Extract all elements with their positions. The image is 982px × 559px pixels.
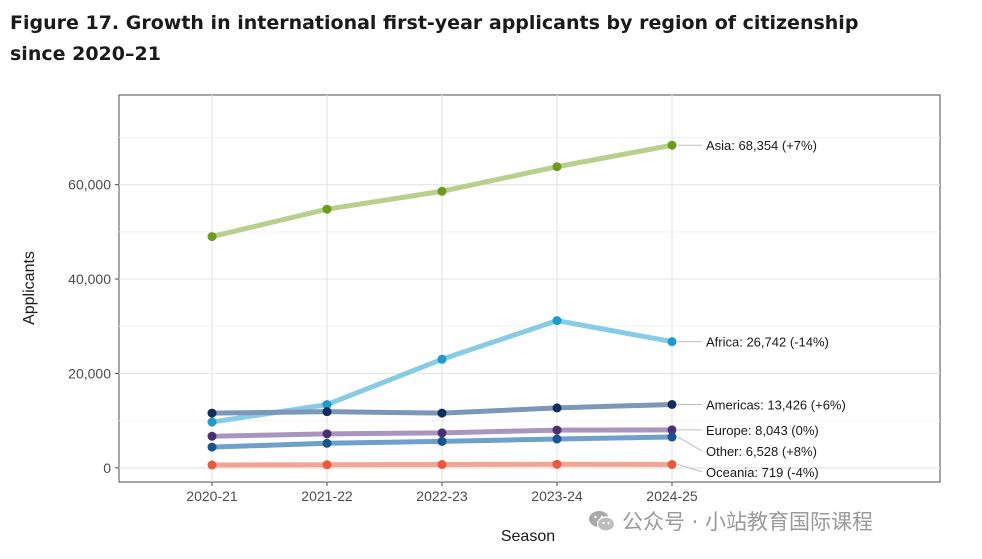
series-labels: Asia: 68,354 (+7%) Africa: 26,742 (-14%) A… [677,138,846,480]
data-point-oceania [552,459,562,469]
x-tick-label: 2022-23 [416,488,468,504]
data-point-africa [667,337,677,347]
data-point-other [437,436,447,446]
series-label-oceania: Oceania: 719 (-4%) [706,465,819,480]
data-point-other [322,438,332,448]
leader-line-other [677,436,703,452]
x-tick-label: 2021-22 [301,488,353,504]
data-point-europe [207,431,217,441]
x-tick-label: 2020-21 [186,488,238,504]
data-point-other [552,434,562,444]
x-axis: 2020-21 2021-22 2022-23 2023-24 2024-25 [186,482,698,504]
data-point-other [667,432,677,442]
y-tick-label: 20,000 [68,365,111,381]
data-point-oceania [322,460,332,470]
data-point-africa [207,417,217,427]
data-point-oceania [437,460,447,470]
y-axis: 0 20,000 40,000 60,000 [68,177,119,476]
series-label-asia: Asia: 68,354 (+7%) [706,138,817,153]
data-point-europe [437,428,447,438]
data-point-europe [667,425,677,435]
data-point-oceania [667,459,677,469]
data-point-asia [437,186,447,196]
y-axis-title: Applicants [21,251,38,325]
data-point-africa [322,400,332,410]
figure-title: Figure 17. Growth in international first… [10,12,859,65]
data-point-asia [322,204,332,214]
series-label-africa: Africa: 26,742 (-14%) [706,335,829,350]
data-point-africa [437,354,447,364]
y-tick-label: 60,000 [68,177,111,193]
data-point-europe [322,429,332,439]
data-point-asia [207,232,217,242]
data-point-americas [322,407,332,417]
watermark-text: 公众号 · 小站教育国际课程 [622,510,874,534]
x-axis-title: Season [501,528,555,545]
data-point-americas [667,399,677,409]
wechat-icon [588,509,616,533]
data-point-europe [552,425,562,435]
data-point-americas [552,403,562,413]
y-tick-label: 0 [103,460,111,476]
watermark: 公众号 · 小站教育国际课程 [588,506,873,536]
series-label-americas: Americas: 13,426 (+6%) [706,397,846,412]
data-point-americas [207,408,217,418]
data-point-other [207,442,217,452]
series-label-other: Other: 6,528 (+8%) [706,444,817,459]
x-tick-label: 2024-25 [646,488,698,504]
data-point-americas [437,408,447,418]
data-point-oceania [207,460,217,470]
y-tick-label: 40,000 [68,271,111,287]
data-point-asia [552,162,562,172]
data-point-asia [667,140,677,150]
leader-line-oceania [677,463,703,473]
data-point-africa [552,316,562,326]
series-label-europe: Europe: 8,043 (0%) [706,423,819,438]
x-tick-label: 2023-24 [531,488,583,504]
series-points [207,140,677,470]
